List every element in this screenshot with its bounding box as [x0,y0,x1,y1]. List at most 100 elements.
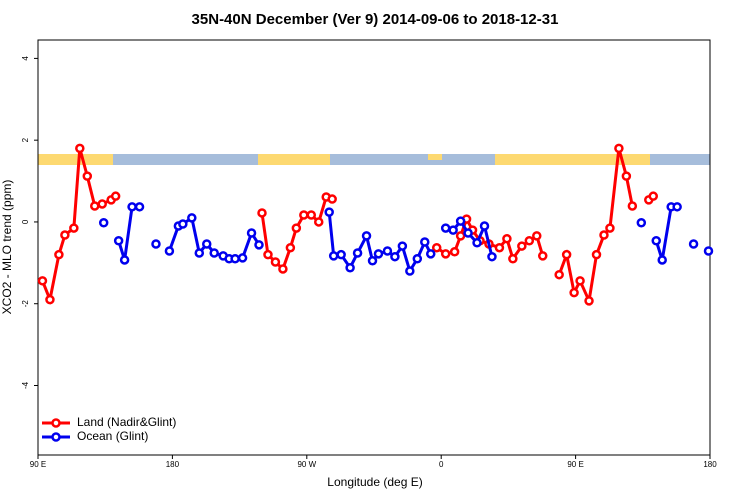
point [532,231,542,241]
point [89,201,100,211]
point [75,143,85,154]
y-tick-label: -4 [21,381,30,389]
point [657,255,667,265]
point [345,262,355,273]
point [285,242,296,253]
point [82,171,93,181]
point [636,218,647,228]
point [327,194,337,204]
point [440,223,451,233]
point [230,253,240,264]
point [382,246,393,256]
point [405,266,415,276]
chart-title: 35N-40N December (Ver 9) 2014-09-06 to 2… [192,11,559,28]
x-tick-label: 0 [439,460,444,469]
point [672,202,682,212]
x-tick-label: 90 E [567,460,583,469]
point [591,249,602,260]
point [524,236,535,246]
point [313,217,324,227]
point [254,240,264,250]
point [463,228,473,238]
point [448,225,458,235]
point [110,191,121,201]
point [151,239,161,249]
point [328,251,339,261]
point [397,241,408,251]
point [554,269,564,280]
point [688,239,699,249]
point [472,238,482,248]
point [502,233,512,244]
point [361,231,372,241]
point [449,247,460,257]
point [98,218,109,228]
point [367,256,378,266]
legend-marker [51,432,61,442]
y-tick-label: 2 [21,137,30,142]
point [455,216,466,226]
point [390,251,400,262]
legend-label: Land (Nadir&Glint) [77,415,176,429]
y-tick-label: 0 [21,219,30,224]
x-tick-label: 180 [166,460,180,469]
point [291,223,302,233]
point [119,255,130,265]
point [37,276,48,286]
point [703,246,714,256]
point [336,249,346,260]
point [257,208,267,218]
point [352,248,363,258]
point [97,199,107,209]
point [614,143,624,154]
point [194,248,205,258]
point [479,221,490,231]
legend-marker [51,418,61,428]
point [648,191,659,201]
point [605,223,615,233]
point [455,231,466,241]
point [412,253,423,264]
point [113,236,124,246]
point [270,257,281,267]
point [69,223,79,233]
point [187,213,197,223]
point [651,236,661,246]
point [263,249,273,260]
point [278,264,288,274]
point [584,296,594,306]
x-axis-label: Longitude (deg E) [327,475,422,489]
point [54,249,64,260]
point [299,210,309,220]
point [164,246,175,256]
point [201,239,212,249]
point [420,237,430,247]
point [237,253,248,263]
point [425,249,436,259]
point [627,201,638,211]
point [561,249,572,260]
point [178,219,188,229]
point [373,249,384,259]
point [209,248,219,258]
point [537,251,548,261]
point [246,228,257,238]
x-tick-label: 90 W [297,460,316,469]
y-axis-label: XCO2 - MLO trend (ppm) [0,180,14,315]
point [517,241,527,251]
point [508,253,518,264]
x-tick-label: 90 E [30,460,46,469]
point [575,276,585,286]
plot-frame [37,39,711,456]
point [431,242,442,253]
point [494,242,505,253]
point [440,249,451,259]
point [621,171,632,181]
point [127,202,137,212]
y-tick-label: 4 [21,56,30,61]
land-mask-strip [38,154,710,165]
x-tick-label: 180 [703,460,717,469]
y-tick-label: -2 [21,300,30,308]
point [45,294,55,305]
